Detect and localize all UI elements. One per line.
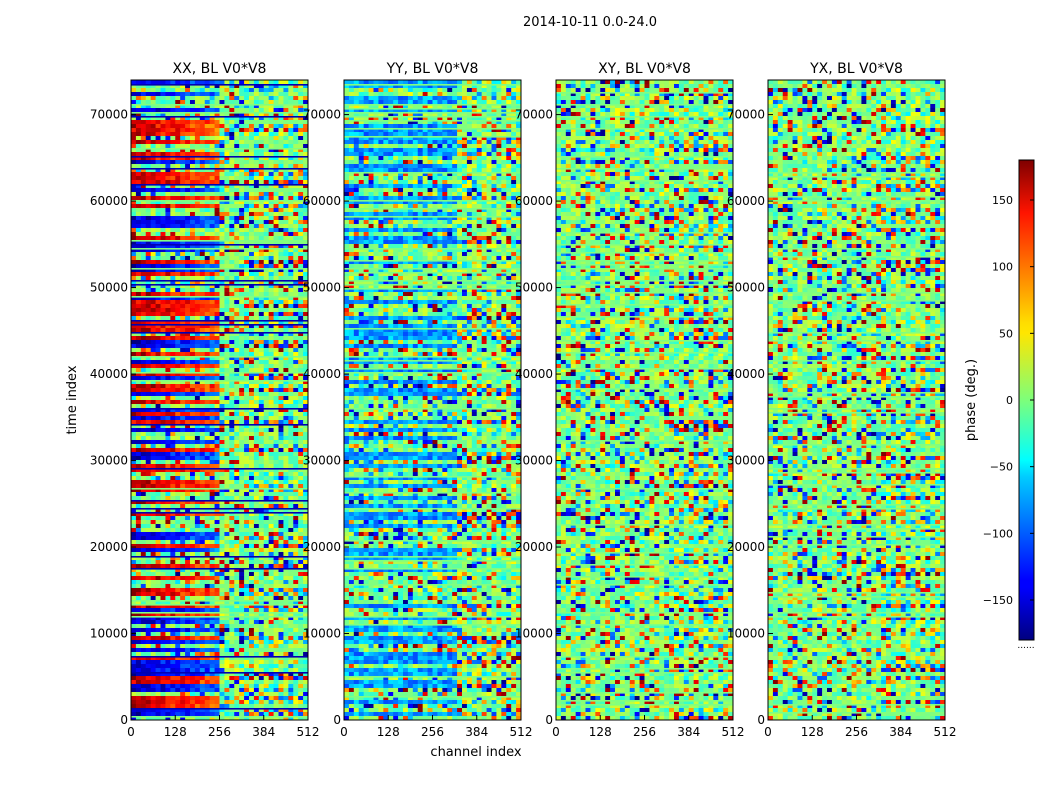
panel-title: XY, BL V0*V8 (598, 61, 691, 77)
x-tick-label: 256 (633, 725, 656, 739)
y-tick-label: 0 (120, 713, 128, 727)
heatmap-panels: XX, BL V0*V8 0 128 256 384 512 0 10000 20000 3000… (90, 61, 957, 739)
colorbar-tick-label: 150 (992, 194, 1013, 207)
y-tick-label: 40000 (303, 367, 341, 381)
y-axis-label: time index (65, 365, 80, 434)
y-tick-label: 40000 (727, 367, 765, 381)
x-tick-label: 256 (845, 725, 868, 739)
x-tick-label: 512 (934, 725, 957, 739)
y-tick-label: 60000 (727, 194, 765, 208)
x-tick-label: 512 (510, 725, 533, 739)
y-tick-label: 70000 (90, 108, 128, 122)
panel-yy: YY, BL V0*V8 0 128 256 384 512 0 10000 20000 3000… (303, 61, 533, 739)
colorbar-tick-label: 0 (1006, 394, 1013, 407)
x-tick-label: 0 (552, 725, 560, 739)
x-tick-label: 384 (465, 725, 488, 739)
x-tick-label: 128 (377, 725, 400, 739)
figure-suptitle: 2014-10-11 0.0-24.0 (523, 15, 657, 30)
panel-title: YX, BL V0*V8 (809, 61, 903, 77)
x-axis-label: channel index (430, 745, 521, 760)
colorbar: −150 −100 −50 0 50 100 150 ...... (983, 159, 1035, 651)
y-tick-label: 20000 (727, 540, 765, 554)
y-tick-label: 70000 (303, 108, 341, 122)
y-tick-label: 30000 (90, 454, 128, 468)
x-tick-label: 128 (589, 725, 612, 739)
x-tick-label: 384 (889, 725, 912, 739)
panel-xy: XY, BL V0*V8 0 128 256 384 512 0 10000 20000 3000… (515, 61, 745, 739)
colorbar-tick-label: −50 (990, 461, 1013, 474)
x-tick-label: 256 (421, 725, 444, 739)
y-tick-label: 50000 (515, 281, 553, 295)
y-tick-label: 10000 (90, 627, 128, 641)
y-tick-label: 0 (757, 713, 765, 727)
colorbar-tick-label: 100 (992, 261, 1013, 274)
y-tick-label: 10000 (303, 627, 341, 641)
colorbar-tick-label: −100 (983, 527, 1013, 540)
y-tick-label: 50000 (727, 281, 765, 295)
y-tick-label: 0 (333, 713, 341, 727)
y-tick-label: 60000 (90, 194, 128, 208)
colorbar-tick-label: 50 (999, 327, 1013, 340)
x-tick-label: 256 (208, 725, 231, 739)
y-tick-label: 70000 (727, 108, 765, 122)
panel-xx: XX, BL V0*V8 0 128 256 384 512 0 10000 20000 3000… (90, 61, 320, 739)
y-tick-label: 50000 (90, 281, 128, 295)
x-tick-label: 0 (764, 725, 772, 739)
x-tick-label: 384 (252, 725, 275, 739)
x-tick-label: 512 (722, 725, 745, 739)
x-tick-label: 128 (164, 725, 187, 739)
x-tick-label: 384 (677, 725, 700, 739)
y-tick-label: 60000 (303, 194, 341, 208)
x-tick-label: 512 (297, 725, 320, 739)
y-tick-label: 20000 (90, 540, 128, 554)
y-tick-label: 10000 (515, 627, 553, 641)
x-tick-label: 128 (801, 725, 824, 739)
colorbar-label: phase (deg.) (964, 359, 979, 441)
y-tick-label: 30000 (515, 454, 553, 468)
y-tick-label: 50000 (303, 281, 341, 295)
y-tick-label: 0 (545, 713, 553, 727)
y-tick-label: 30000 (727, 454, 765, 468)
panel-title: XX, BL V0*V8 (173, 61, 267, 77)
colorbar-footer: ...... (1017, 641, 1034, 651)
y-tick-label: 20000 (303, 540, 341, 554)
y-tick-label: 40000 (515, 367, 553, 381)
y-tick-label: 70000 (515, 108, 553, 122)
panel-title: YY, BL V0*V8 (386, 61, 479, 77)
colorbar-ticks: −150 −100 −50 0 50 100 150 (983, 194, 1034, 607)
panel-yx: YX, BL V0*V8 0 128 256 384 512 0 10000 20000 3000… (727, 61, 957, 739)
y-tick-label: 60000 (515, 194, 553, 208)
x-tick-label: 0 (340, 725, 348, 739)
y-tick-label: 20000 (515, 540, 553, 554)
y-tick-label: 40000 (90, 367, 128, 381)
x-tick-label: 0 (127, 725, 135, 739)
y-tick-label: 30000 (303, 454, 341, 468)
colorbar-tick-label: −150 (983, 594, 1013, 607)
y-tick-label: 10000 (727, 627, 765, 641)
